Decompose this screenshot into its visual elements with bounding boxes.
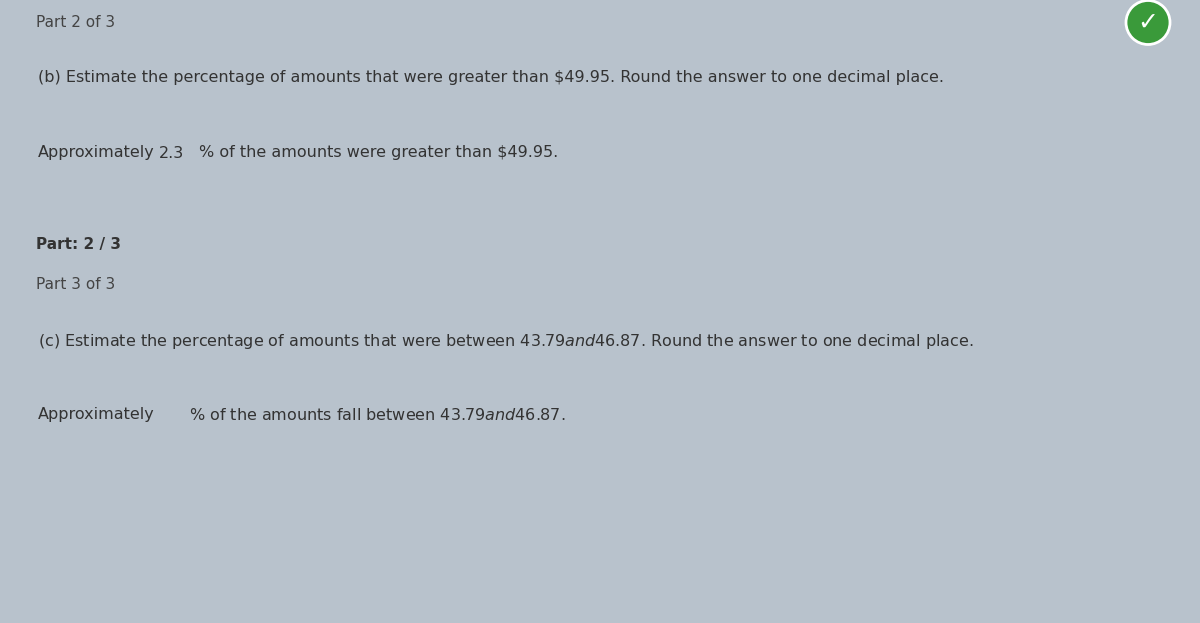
Text: Approximately: Approximately	[38, 407, 155, 422]
Text: Part: 2 / 3: Part: 2 / 3	[36, 237, 121, 252]
Text: (c) Estimate the percentage of amounts that were between $43.79 and $46.87. Roun: (c) Estimate the percentage of amounts t…	[38, 332, 973, 351]
Text: (b) Estimate the percentage of amounts that were greater than $49.95. Round the : (b) Estimate the percentage of amounts t…	[38, 70, 944, 85]
Text: ✓: ✓	[1138, 11, 1158, 34]
Text: Part 2 of 3: Part 2 of 3	[36, 15, 115, 30]
Ellipse shape	[1126, 1, 1170, 44]
Text: % of the amounts were greater than $49.95.: % of the amounts were greater than $49.9…	[199, 145, 558, 160]
Text: Approximately: Approximately	[38, 145, 155, 160]
Text: Part 3 of 3: Part 3 of 3	[36, 277, 115, 292]
Text: % of the amounts fall between $43.79 and $46.87.: % of the amounts fall between $43.79 and…	[190, 407, 565, 423]
Text: 2.3: 2.3	[158, 146, 184, 161]
